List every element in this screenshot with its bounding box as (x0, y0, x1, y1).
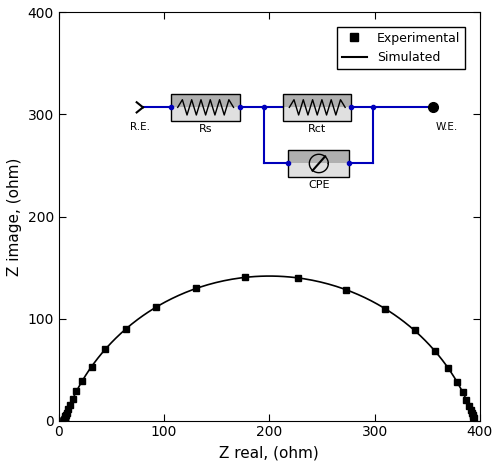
Legend: Experimental, Simulated: Experimental, Simulated (337, 27, 466, 69)
FancyBboxPatch shape (283, 107, 352, 120)
FancyBboxPatch shape (172, 94, 240, 107)
FancyBboxPatch shape (283, 94, 352, 107)
Text: Rct: Rct (308, 124, 326, 134)
Text: R.E.: R.E. (130, 121, 150, 132)
X-axis label: Z real, (ohm): Z real, (ohm) (220, 445, 319, 460)
FancyBboxPatch shape (172, 107, 240, 120)
Text: Rs: Rs (199, 124, 212, 134)
Y-axis label: Z image, (ohm): Z image, (ohm) (7, 157, 22, 276)
FancyBboxPatch shape (288, 163, 350, 177)
Text: CPE: CPE (308, 180, 330, 190)
FancyBboxPatch shape (288, 150, 350, 163)
Text: W.E.: W.E. (436, 121, 458, 132)
